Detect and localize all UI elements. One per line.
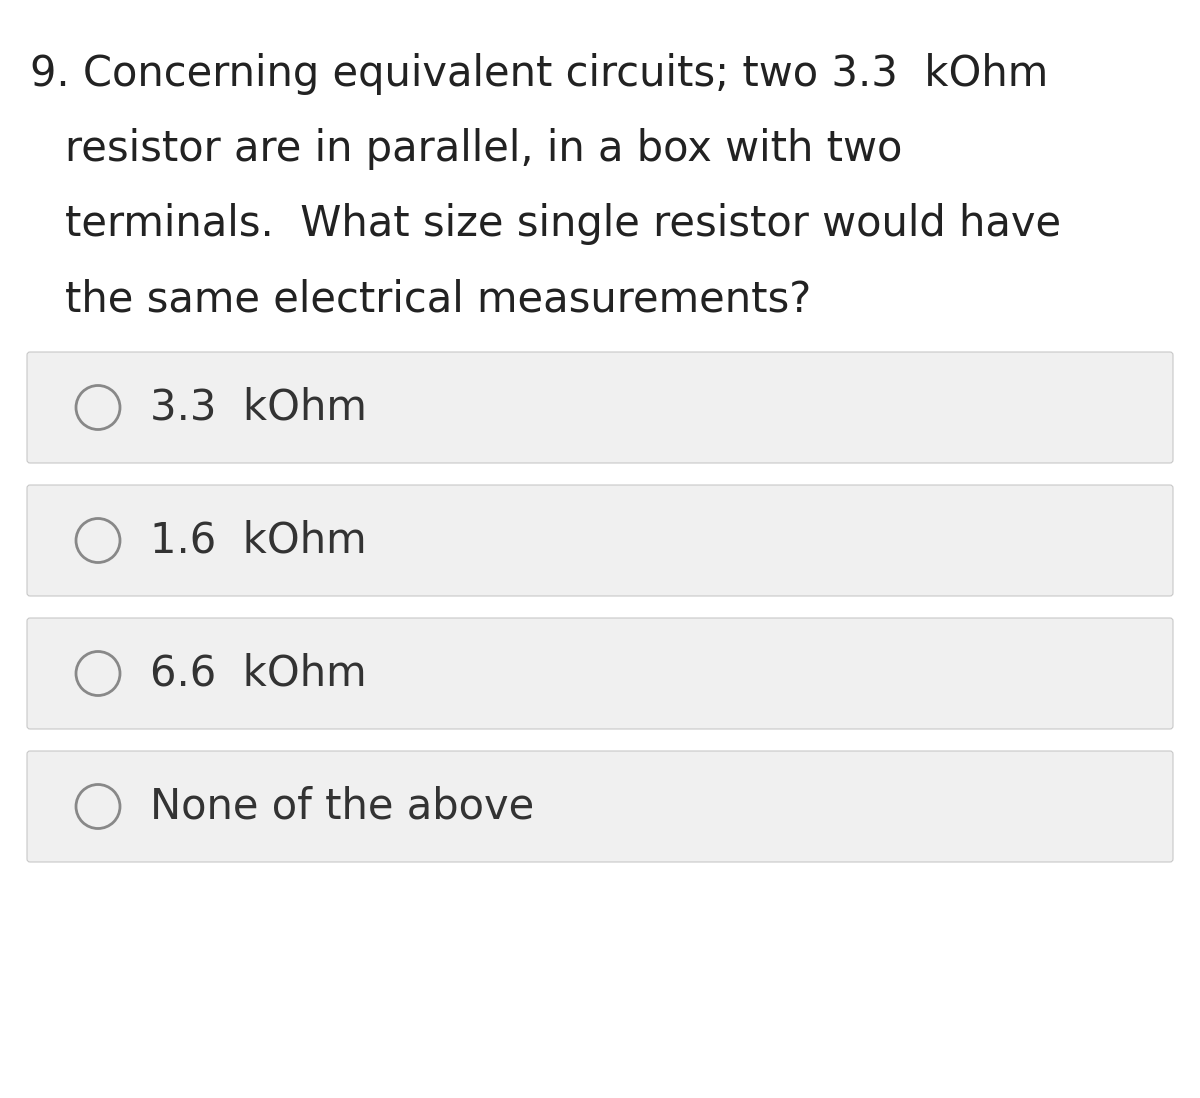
Text: resistor are in parallel, in a box with two: resistor are in parallel, in a box with … [65,128,902,170]
Text: 3.3  kOhm: 3.3 kOhm [150,386,367,428]
Circle shape [76,518,120,562]
Text: None of the above: None of the above [150,785,534,828]
FancyBboxPatch shape [28,751,1174,862]
FancyBboxPatch shape [28,352,1174,463]
Circle shape [76,784,120,829]
Text: the same electrical measurements?: the same electrical measurements? [65,278,811,320]
Circle shape [76,651,120,695]
Text: 9. Concerning equivalent circuits; two 3.3  kOhm: 9. Concerning equivalent circuits; two 3… [30,53,1049,96]
Text: 1.6  kOhm: 1.6 kOhm [150,519,367,561]
Text: 6.6  kOhm: 6.6 kOhm [150,652,367,695]
FancyBboxPatch shape [28,618,1174,729]
Text: terminals.  What size single resistor would have: terminals. What size single resistor wou… [65,203,1061,245]
FancyBboxPatch shape [28,485,1174,596]
Circle shape [76,385,120,429]
